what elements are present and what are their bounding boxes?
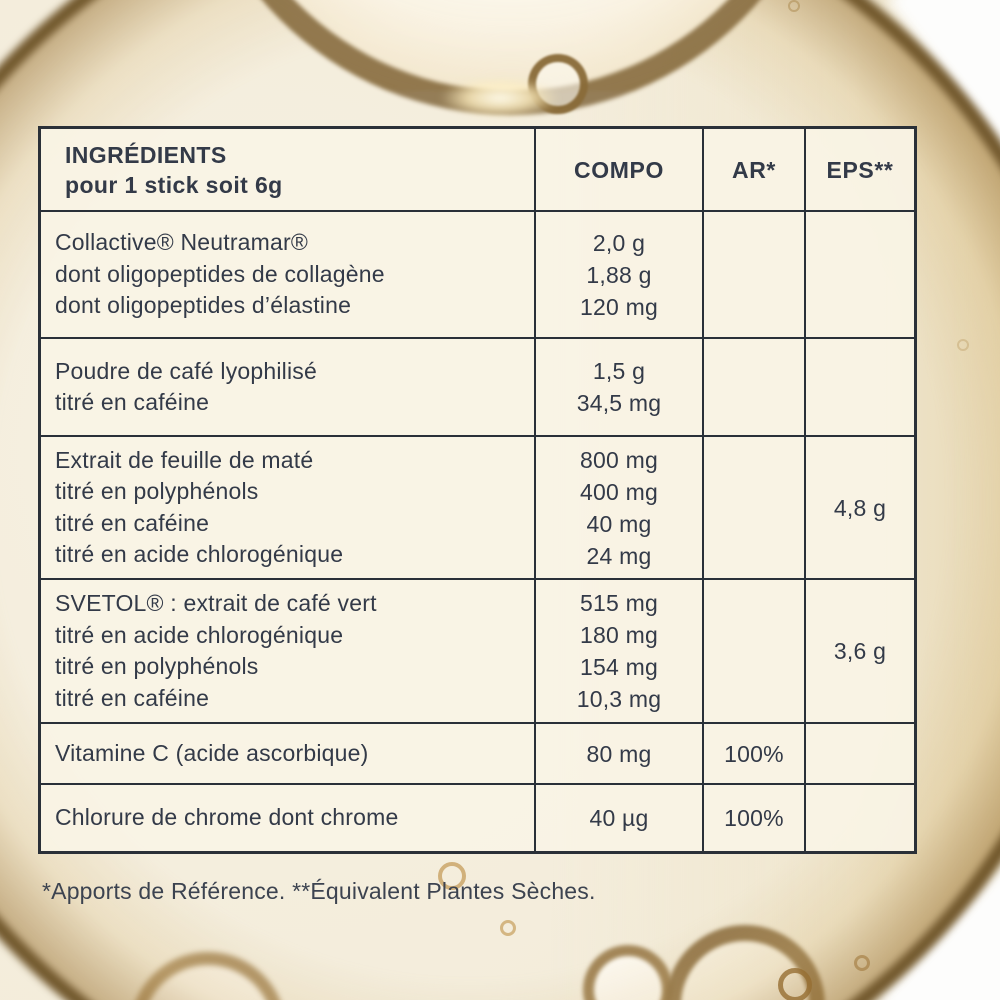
ingredient-line: titré en acide chlorogénique	[55, 621, 344, 648]
header-eps: EPS**	[806, 129, 914, 212]
header-ar: AR*	[704, 129, 806, 212]
compo-value: 800 mg	[580, 446, 658, 473]
ar-cell	[704, 437, 806, 580]
ingredient-line: titré en acide chlorogénique	[55, 541, 344, 567]
ingredient-cell: Extrait de feuille de maté titré en poly…	[41, 437, 536, 580]
compo-value: 154 mg	[580, 654, 658, 680]
compo-value: 34,5 mg	[576, 390, 662, 416]
ar-cell	[704, 580, 806, 724]
ingredient-line: Chlorure de chrome dont chrome	[55, 804, 399, 831]
compo-value: 40 µg	[589, 805, 649, 831]
ingredient-line: titré en polyphénols	[55, 653, 259, 679]
eps-cell	[806, 212, 914, 339]
compo-value: 1,88 g	[586, 261, 652, 288]
ingredient-cell: SVETOL® : extrait de café vert titré en …	[41, 580, 536, 724]
bubble-ring	[854, 955, 870, 971]
bubble-ring	[438, 862, 466, 890]
ingredient-line: dont oligopeptides d’élastine	[55, 292, 352, 319]
bubble-ring	[788, 0, 800, 12]
header-compo: COMPO	[536, 129, 704, 212]
header-ingredients-line1: INGRÉDIENTS	[65, 141, 227, 168]
compo-cell: 1,5 g 34,5 mg	[536, 339, 704, 437]
ingredient-cell: Chlorure de chrome dont chrome	[41, 785, 536, 851]
ingredient-line: Collactive® Neutramar®	[55, 229, 309, 256]
ar-cell	[704, 212, 806, 339]
compo-value: 180 mg	[580, 622, 658, 648]
compo-value: 80 mg	[586, 740, 652, 767]
header-ingredients-line2: pour 1 stick soit 6g	[65, 171, 283, 198]
compo-value: 2,0 g	[592, 229, 646, 256]
ingredient-line: Extrait de feuille de maté	[55, 446, 314, 473]
bubble-glint	[440, 78, 560, 118]
eps-cell: 4,8 g	[806, 437, 914, 580]
ingredients-table: INGRÉDIENTS pour 1 stick soit 6g COMPO A…	[38, 126, 917, 854]
bubble-ring	[778, 968, 812, 1000]
ar-cell: 100%	[704, 724, 806, 785]
compo-cell: 40 µg	[536, 785, 704, 851]
header-ingredients: INGRÉDIENTS pour 1 stick soit 6g	[41, 129, 536, 212]
compo-value: 24 mg	[586, 542, 652, 569]
compo-cell: 515 mg 180 mg 154 mg 10,3 mg	[536, 580, 704, 724]
compo-value: 515 mg	[580, 590, 658, 616]
compo-value: 400 mg	[580, 478, 658, 505]
compo-value: 10,3 mg	[576, 686, 662, 712]
ingredient-line: titré en polyphénols	[55, 478, 259, 504]
ingredient-line: SVETOL® : extrait de café vert	[55, 590, 377, 616]
compo-value: 120 mg	[580, 293, 658, 320]
eps-cell	[806, 785, 914, 851]
ingredient-cell: Poudre de café lyophilisé titré en caféi…	[41, 339, 536, 437]
bubble-ring	[500, 920, 516, 936]
ingredient-line: dont oligopeptides de collagène	[55, 260, 385, 287]
ingredient-cell: Collactive® Neutramar® dont oligopeptide…	[41, 212, 536, 339]
eps-cell	[806, 339, 914, 437]
ingredient-cell: Vitamine C (acide ascorbique)	[41, 724, 536, 785]
ar-cell	[704, 339, 806, 437]
bubble-ring	[957, 339, 969, 351]
compo-value: 1,5 g	[592, 358, 646, 384]
ingredient-line: titré en caféine	[55, 389, 210, 415]
footnote: *Apports de Référence. **Équivalent Plan…	[42, 878, 596, 904]
compo-cell: 80 mg	[536, 724, 704, 785]
ingredient-line: Vitamine C (acide ascorbique)	[55, 739, 369, 766]
compo-value: 40 mg	[586, 510, 652, 537]
compo-cell: 2,0 g 1,88 g 120 mg	[536, 212, 704, 339]
ingredient-line: titré en caféine	[55, 509, 210, 536]
ingredient-line: Poudre de café lyophilisé	[55, 357, 317, 384]
ingredient-line: titré en caféine	[55, 684, 210, 711]
ar-cell: 100%	[704, 785, 806, 851]
compo-cell: 800 mg 400 mg 40 mg 24 mg	[536, 437, 704, 580]
eps-cell: 3,6 g	[806, 580, 914, 724]
eps-cell	[806, 724, 914, 785]
